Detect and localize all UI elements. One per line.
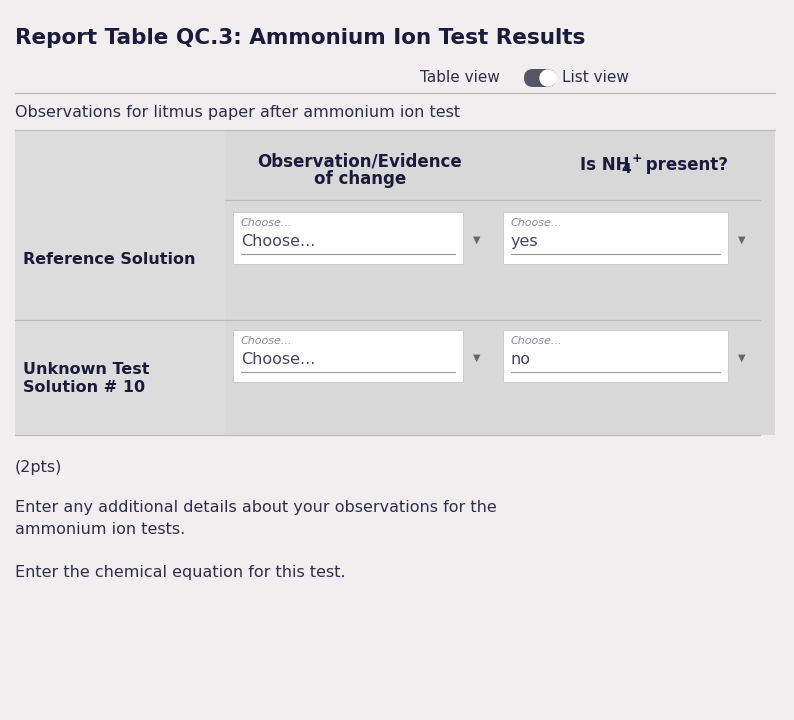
Text: Solution # 10: Solution # 10 — [23, 380, 145, 395]
FancyBboxPatch shape — [15, 130, 225, 435]
Text: ▼: ▼ — [473, 353, 480, 363]
Text: yes: yes — [511, 234, 538, 249]
Text: Choose...: Choose... — [241, 352, 315, 367]
FancyBboxPatch shape — [15, 130, 775, 435]
Text: ▼: ▼ — [473, 235, 480, 245]
Text: of change: of change — [314, 170, 406, 188]
Text: +: + — [631, 153, 642, 166]
Text: present?: present? — [639, 156, 727, 174]
FancyBboxPatch shape — [495, 130, 760, 200]
Text: ▼: ▼ — [738, 353, 746, 363]
Text: Choose...: Choose... — [511, 336, 562, 346]
Text: (2pts): (2pts) — [15, 460, 63, 475]
FancyBboxPatch shape — [503, 212, 728, 264]
Circle shape — [540, 70, 556, 86]
Text: Reference Solution: Reference Solution — [23, 253, 195, 268]
Text: Observation/Evidence: Observation/Evidence — [257, 153, 462, 171]
Text: Choose...: Choose... — [241, 218, 292, 228]
Text: Choose...: Choose... — [241, 336, 292, 346]
Text: Is NH: Is NH — [580, 156, 629, 174]
Text: Choose...: Choose... — [511, 218, 562, 228]
Text: no: no — [511, 352, 531, 367]
Text: Choose...: Choose... — [241, 234, 315, 249]
Text: Observations for litmus paper after ammonium ion test: Observations for litmus paper after ammo… — [15, 105, 461, 120]
Text: Enter any additional details about your observations for the: Enter any additional details about your … — [15, 500, 497, 515]
Text: List view: List view — [562, 71, 629, 86]
FancyBboxPatch shape — [233, 330, 463, 382]
Text: 4: 4 — [622, 162, 631, 176]
Text: ammonium ion tests.: ammonium ion tests. — [15, 522, 185, 537]
Text: Table view: Table view — [420, 71, 500, 86]
Text: Unknown Test: Unknown Test — [23, 362, 149, 377]
Text: Enter the chemical equation for this test.: Enter the chemical equation for this tes… — [15, 565, 345, 580]
Text: ▼: ▼ — [738, 235, 746, 245]
FancyBboxPatch shape — [233, 212, 463, 264]
FancyBboxPatch shape — [503, 330, 728, 382]
Text: Report Table QC.3: Ammonium Ion Test Results: Report Table QC.3: Ammonium Ion Test Res… — [15, 28, 585, 48]
FancyBboxPatch shape — [524, 69, 556, 87]
FancyBboxPatch shape — [225, 130, 495, 200]
